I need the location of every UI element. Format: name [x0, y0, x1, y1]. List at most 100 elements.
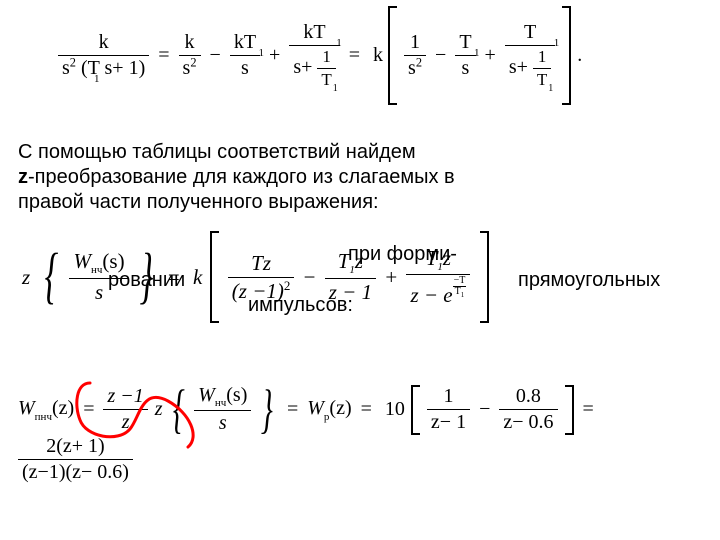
- eq3-lcurly-icon: {: [172, 393, 184, 425]
- eq3-W: W: [18, 397, 35, 419]
- eq1-t3-den-head: s+: [293, 56, 312, 78]
- eq1-t1-den: s2: [179, 55, 201, 80]
- eq2-t3-den: z − e −T T1: [406, 274, 470, 308]
- eq1-r2-num-T: T: [459, 31, 471, 53]
- eq3-ten: 10: [381, 398, 406, 421]
- eq3-W2frac: Wнч(s) s: [194, 384, 251, 435]
- eq3-minus: −: [475, 398, 494, 421]
- eq1-r3-num-T: T: [524, 21, 536, 43]
- eq1-k-out: k: [369, 44, 383, 67]
- eq1-plus-1: +: [265, 44, 284, 67]
- eq3-lbracket-icon: [411, 385, 420, 435]
- eq1-t3-num: kT1: [289, 21, 339, 45]
- eq1-r3-inner-num: 1: [533, 47, 551, 68]
- eq1-equals-1: =: [154, 44, 173, 67]
- eq3-r-den: (z−1)(z− 0.6): [18, 459, 133, 484]
- eq1-r2-sub: 1: [474, 47, 480, 59]
- eq1-lhs-den-paren-wrap: (T s+ 1) 1: [81, 57, 145, 79]
- eq3-z: z: [153, 398, 163, 421]
- eq2-overlay-left: ровании: [108, 269, 185, 292]
- eq3-equals-4: =: [579, 398, 598, 421]
- eq2-overlay-bot: импульсов:: [248, 294, 353, 317]
- eq1-r1: 1 s2: [404, 31, 426, 80]
- equation-1: k s2 (T s+ 1) 1 = k s2 − kT1 s +: [58, 6, 702, 136]
- eq1-t1-num: k: [179, 31, 201, 55]
- eq3-frac-zminus1: z −1 z: [103, 385, 147, 434]
- eq2-lcurly-icon: {: [45, 258, 59, 295]
- eq3-b1: 1 z− 1: [427, 385, 470, 434]
- eq1-t2: kT1 s: [230, 31, 260, 80]
- eq3-W2-sub: нч: [215, 397, 226, 409]
- eq3-s-arg: (s): [226, 384, 247, 406]
- eq2-k: k: [189, 265, 204, 290]
- eq1-r3-inner-sub: 1: [548, 83, 553, 94]
- eq1-t3-inner-num: 1: [317, 47, 335, 68]
- eq3-f-num: z −1: [103, 385, 147, 409]
- eq3-Wp-arg: (z): [329, 397, 351, 419]
- eq1-plus-2: +: [481, 44, 500, 67]
- eq1-r3-inner-den: T 1: [533, 68, 551, 90]
- eq3-b2: 0.8 z− 0.6: [499, 385, 557, 434]
- eq3-r-num: 2(z+ 1): [18, 435, 133, 459]
- eq1-lhs-den: s2 (T s+ 1) 1: [58, 55, 149, 80]
- eq1-dot: .: [576, 44, 586, 67]
- eq3-equals-3: =: [357, 398, 376, 421]
- eq1-t2-sub: 1: [259, 47, 265, 59]
- eq1-r1-exp: 2: [416, 55, 422, 69]
- eq3-b2-num: 0.8: [499, 385, 557, 409]
- eq1-r1-num: 1: [404, 31, 426, 55]
- eq3-b1-num: 1: [427, 385, 470, 409]
- explanatory-paragraph: С помощью таблицы соответствий найдем z-…: [18, 140, 702, 215]
- eq3-W-lhs: Wпнч(z): [18, 397, 74, 419]
- eq3-Wp-sub: p: [324, 411, 330, 423]
- eq1-r3-num: T1: [505, 21, 555, 45]
- eq1-lhs-den-exp: 2: [70, 55, 76, 69]
- eq1-lhs-den-paren: (T s+ 1): [81, 57, 145, 79]
- eq1-t3-inner: 1 T 1: [317, 47, 335, 90]
- eq2-z: z: [18, 265, 34, 290]
- eq3-b1-den: z− 1: [427, 409, 470, 434]
- para-line-2: -преобразование для каждого из слагаемых…: [28, 166, 455, 188]
- eq1-r3-den: s+ 1 T 1: [505, 45, 555, 90]
- eq1-r2-num: T1: [455, 31, 475, 55]
- eq3-Wp: Wp(z): [307, 397, 351, 419]
- eq2-overlay-right: прямоугольных: [518, 269, 660, 292]
- eq3-z-arg: (z): [52, 397, 74, 419]
- eq1-r3-sub: 1: [554, 37, 560, 49]
- para-z-bold: z: [18, 166, 28, 188]
- eq1-t2-den: s: [230, 55, 260, 80]
- eq2-W-sub: нч: [91, 265, 102, 277]
- eq1-t3-num-kT: kT: [303, 21, 325, 43]
- eq3-rbracket-icon: [565, 385, 574, 435]
- eq1-t2-num-kT: kT: [234, 31, 256, 53]
- eq2-overlay-top: при форми-: [348, 243, 457, 266]
- eq3-equals-2: =: [283, 398, 302, 421]
- eq3-W-sub: пнч: [35, 411, 52, 423]
- eq1-r1-den: s2: [404, 55, 426, 80]
- eq1-r2: T1 s: [455, 31, 475, 80]
- eq3-W2: W: [198, 384, 215, 406]
- equation-3: Wпнч(z) = z −1 z z { Wнч(s) s } = Wp(z) …: [18, 359, 702, 469]
- eq2-minus: −: [300, 265, 320, 290]
- eq2-plus: +: [381, 265, 401, 290]
- eq1-t2-num: kT1: [230, 31, 260, 55]
- eq2-t3-exp-den-sub: 1: [461, 291, 465, 299]
- eq1-r3-inner: 1 T 1: [533, 47, 551, 90]
- eq3-s-den: s: [194, 410, 251, 435]
- eq1-t3-sub: 1: [336, 37, 342, 49]
- eq1-lhs-den-s: s: [62, 57, 70, 79]
- eq1-t1: k s2: [179, 31, 201, 80]
- eq2-t1-num: Tz: [228, 251, 295, 277]
- eq1-t1-den-exp: 2: [190, 55, 196, 69]
- eq2-t3-exp-den-wrap: T1: [453, 287, 467, 299]
- eq1-equals-2: =: [345, 44, 364, 67]
- eq2-rbracket-icon: [480, 231, 489, 323]
- eq3-equals-1: =: [79, 398, 98, 421]
- eq1-minus-2: −: [431, 44, 450, 67]
- eq1-r3: T1 s+ 1 T 1: [505, 21, 555, 90]
- eq1-minus-1: −: [206, 44, 225, 67]
- eq1-lhs-num: k: [58, 31, 149, 55]
- eq3-W2-num: Wнч(s): [194, 384, 251, 410]
- eq1-t3-den: s+ 1 T 1: [289, 45, 339, 90]
- eq1-r3-den-head: s+: [509, 56, 528, 78]
